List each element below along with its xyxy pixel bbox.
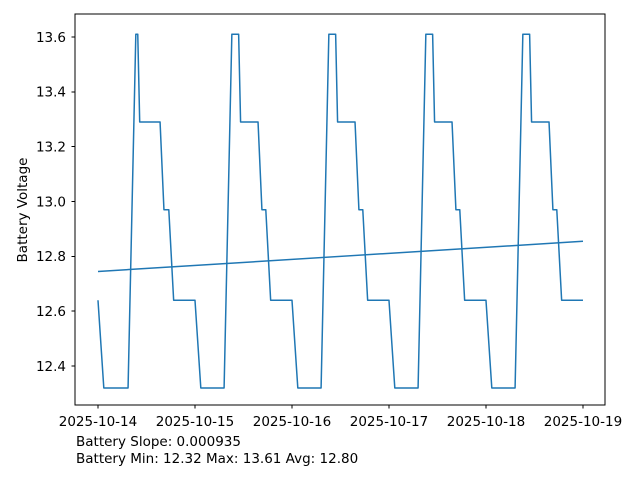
y-tick-label: 13.6 bbox=[36, 30, 66, 46]
y-tick-label: 12.8 bbox=[36, 249, 66, 265]
y-tick-label: 13.0 bbox=[36, 194, 66, 210]
y-axis-label: Battery Voltage bbox=[15, 158, 31, 263]
x-tick-label: 2025-10-14 bbox=[59, 414, 137, 430]
x-axis-ticks: 2025-10-14 2025-10-15 2025-10-16 2025-10-17… bbox=[59, 405, 622, 430]
plot-area bbox=[74, 13, 606, 406]
y-axis-ticks: 12.4 12.6 12.8 13.0 13.2 13.4 13.6 bbox=[36, 30, 75, 375]
x-tick-label: 2025-10-17 bbox=[350, 414, 428, 430]
x-tick-label: 2025-10-16 bbox=[253, 414, 331, 430]
x-tick-label: 2025-10-19 bbox=[544, 414, 622, 430]
y-tick-label: 12.6 bbox=[36, 304, 66, 320]
y-tick-label: 12.4 bbox=[36, 359, 66, 375]
x-tick-label: 2025-10-15 bbox=[156, 414, 234, 430]
x-tick-label: 2025-10-18 bbox=[447, 414, 525, 430]
y-tick-label: 13.4 bbox=[36, 85, 66, 101]
footer-annotation-minmax: Battery Min: 12.32 Max: 13.61 Avg: 12.80 bbox=[76, 451, 358, 467]
trend-line bbox=[97, 240, 584, 273]
data-series bbox=[97, 33, 584, 389]
footer-annotation-slope: Battery Slope: 0.000935 bbox=[76, 434, 241, 450]
y-tick-label: 13.2 bbox=[36, 140, 66, 156]
battery-voltage bbox=[97, 33, 583, 389]
